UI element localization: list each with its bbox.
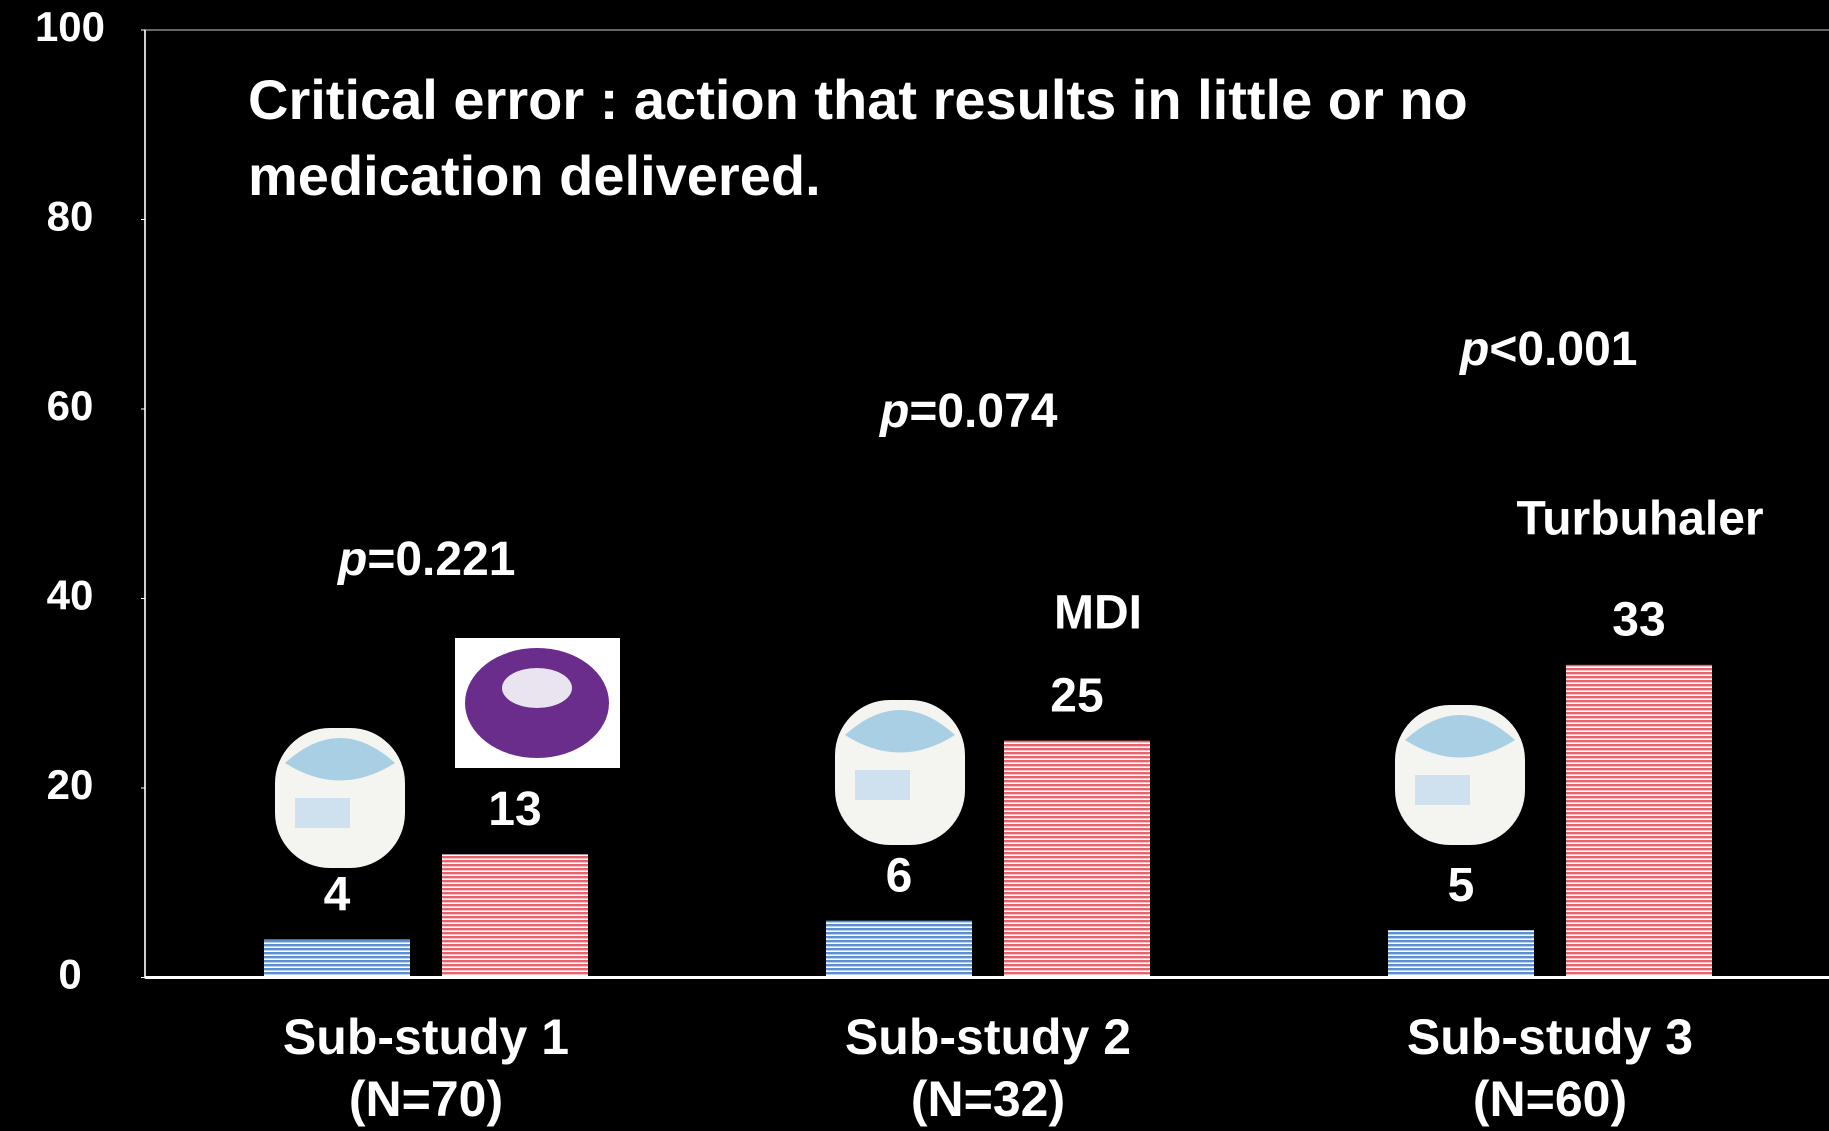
bar — [1004, 740, 1150, 978]
subtitle: Critical error : action that results in … — [248, 68, 1468, 207]
value-label: 5 — [1448, 859, 1475, 912]
value-label: 25 — [1050, 669, 1103, 722]
x-tick-label: Sub-study 2 — [845, 1009, 1131, 1065]
device-label: MDI — [1054, 587, 1142, 640]
inhaler-image — [835, 700, 965, 845]
value-label: 13 — [488, 783, 541, 836]
y-tick-label: 0 — [58, 951, 81, 998]
device-label: Turbuhaler — [1516, 493, 1763, 546]
p-value: p<0.001 — [1458, 323, 1637, 376]
p-text: <0.001 — [1489, 323, 1637, 376]
p-value: p=0.221 — [336, 533, 515, 586]
x-tick-note: (N=70) — [349, 1071, 503, 1127]
value-label: 4 — [324, 868, 351, 921]
inhaler-image — [1395, 705, 1525, 845]
x-tick-note: (N=32) — [911, 1071, 1065, 1127]
y-tick-label: 20 — [47, 761, 94, 808]
p-value: p=0.074 — [878, 385, 1058, 438]
y-tick-label: 100 — [35, 3, 105, 50]
x-tick-label: Sub-study 3 — [1407, 1009, 1693, 1065]
p-text: =0.074 — [909, 385, 1057, 438]
bar — [442, 854, 588, 978]
bar — [1566, 664, 1712, 978]
x-tick-label: Sub-study 1 — [283, 1009, 569, 1065]
inhaler-image — [455, 638, 620, 768]
value-label: 6 — [886, 849, 913, 902]
inhaler-images — [275, 638, 1525, 868]
subtitle-text: Critical error : action that results in … — [248, 68, 1468, 207]
y-tick-label: 60 — [47, 382, 94, 429]
p-symbol: p — [878, 385, 909, 438]
p-symbol: p — [1458, 323, 1489, 376]
bar — [826, 920, 972, 978]
inhaler-image — [275, 728, 405, 868]
y-tick-label: 40 — [47, 572, 94, 619]
subtitle-line: Critical error : action that results in … — [248, 68, 1468, 131]
p-text: =0.221 — [367, 533, 515, 586]
value-label: 33 — [1612, 593, 1665, 646]
subtitle-line: medication delivered. — [248, 144, 821, 207]
bar — [264, 939, 410, 978]
bar — [1388, 930, 1534, 978]
x-tick-note: (N=60) — [1473, 1071, 1627, 1127]
y-tick-label: 80 — [47, 193, 94, 240]
p-symbol: p — [336, 533, 367, 586]
